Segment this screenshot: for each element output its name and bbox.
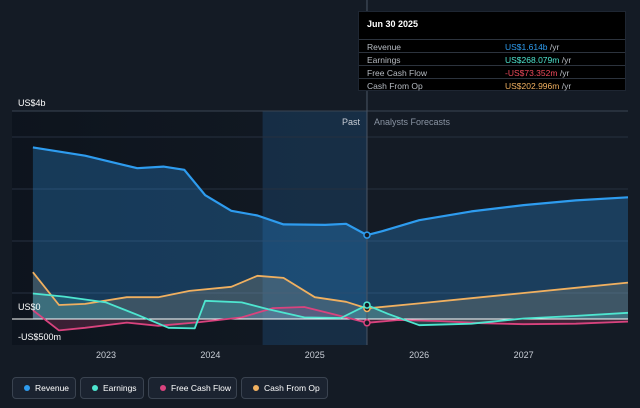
- x-tick-label: 2024: [200, 350, 220, 360]
- x-tick-label: 2025: [305, 350, 325, 360]
- series-fill-cash-from-op: [32, 272, 628, 319]
- series-lines: [32, 146, 629, 332]
- marker-revenue: [363, 231, 371, 239]
- series-line-free-cash-flow: [32, 306, 629, 332]
- legend-label: Revenue: [35, 383, 70, 393]
- x-tick-label: 2027: [514, 350, 534, 360]
- tooltip-value: US$268.079m /yr: [505, 55, 572, 65]
- series-line-cash-from-op: [32, 271, 629, 310]
- tooltip-label: Earnings: [367, 55, 401, 65]
- series-fill-revenue: [32, 147, 628, 319]
- legend-dot: [160, 385, 166, 391]
- legend-dot: [92, 385, 98, 391]
- forecast-label: Analysts Forecasts: [374, 117, 451, 127]
- y-tick-label: US$4b: [18, 98, 46, 108]
- tooltip: Jun 30 2025 Revenue US$1.614b /yr Earnin…: [358, 11, 626, 91]
- legend-dot: [253, 385, 259, 391]
- tooltip-label: Revenue: [367, 42, 402, 52]
- x-tick-label: 2026: [409, 350, 429, 360]
- current-markers: [363, 231, 371, 327]
- legend-label: Cash From Op: [264, 383, 320, 393]
- tooltip-value: -US$73.352m /yr: [505, 68, 570, 78]
- legend-dot: [24, 385, 30, 391]
- marker-free-cash-flow: [363, 319, 371, 327]
- x-tick-label: 2023: [96, 350, 116, 360]
- legend-cash-from-op[interactable]: Cash From Op: [241, 377, 328, 399]
- tooltip-value: US$1.614b /yr: [505, 42, 560, 52]
- series-fill-earnings: [32, 293, 628, 329]
- tooltip-row-cash-from-op: Cash From Op US$202.996m /yr: [359, 78, 625, 93]
- past-label: Past: [342, 117, 361, 127]
- legend-earnings[interactable]: Earnings: [80, 377, 144, 399]
- axis-labels: US$4b US$0 -US$500m 2023 2024 2025 2026 2027 Pas…: [18, 98, 534, 360]
- tooltip-label: Free Cash Flow: [367, 68, 427, 78]
- tooltip-label: Cash From Op: [367, 81, 423, 91]
- y-tick-label: -US$500m: [18, 332, 61, 342]
- marker-earnings: [363, 301, 371, 309]
- highlight-band: [262, 111, 367, 345]
- series-line-revenue: [32, 146, 629, 237]
- y-tick-label: US$0: [18, 302, 41, 312]
- tooltip-row-free-cash-flow: Free Cash Flow -US$73.352m /yr: [359, 65, 625, 80]
- series-line-earnings: [32, 292, 629, 330]
- tooltip-row-earnings: Earnings US$268.079m /yr: [359, 52, 625, 67]
- tooltip-row-revenue: Revenue US$1.614b /yr: [359, 39, 625, 54]
- legend-free-cash-flow[interactable]: Free Cash Flow: [148, 377, 237, 399]
- tooltip-value: US$202.996m /yr: [505, 81, 572, 91]
- tooltip-date: Jun 30 2025: [367, 19, 419, 29]
- legend-label: Earnings: [103, 383, 137, 393]
- legend-label: Free Cash Flow: [171, 383, 231, 393]
- legend-revenue[interactable]: Revenue: [12, 377, 76, 399]
